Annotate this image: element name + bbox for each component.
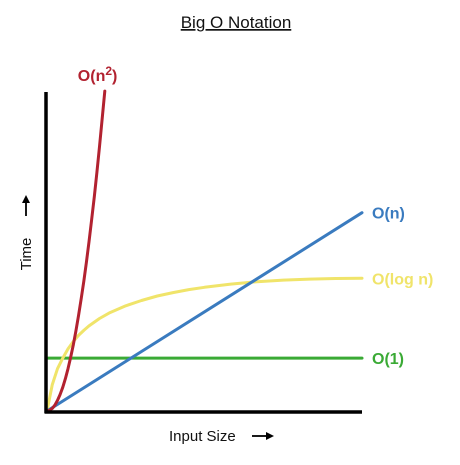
series-label-o-n: O(n2) [78,64,118,85]
y-axis-label-group: Time [18,195,35,270]
series-labels: O(n2) O(n) O(log n) O(1) [78,64,434,368]
series-label-o-n: O(n) [372,206,405,223]
x-axis-label: Input Size [169,428,236,445]
right-arrow-icon [252,432,274,440]
series-label-o-1: O(1) [372,351,404,368]
series-label-o-log-n: O(log n) [372,271,433,288]
up-arrow-icon [22,195,30,216]
chart-title: Big O Notation [181,13,292,32]
series-line-o-n [45,211,364,413]
series-line-o-log-n [45,276,364,413]
y-axis-label: Time [18,238,35,271]
plot-lines [45,89,364,413]
x-axis-label-group: Input Size [169,428,274,445]
series-line-o-n [45,89,107,413]
